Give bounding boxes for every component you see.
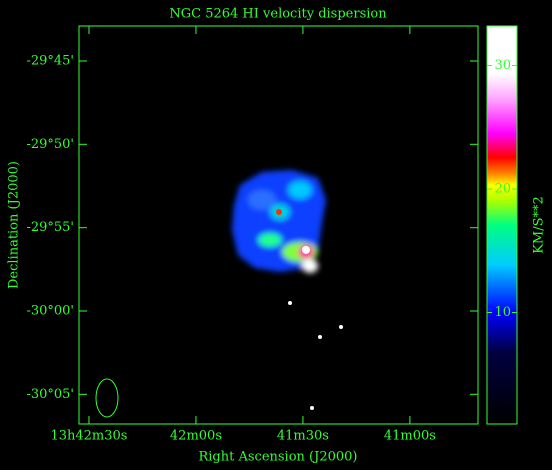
chart-title: NGC 5264 HI velocity dispersion [169,7,387,22]
y-tick-label: -29°55' [26,220,74,235]
galaxy-image [232,170,326,273]
x-tick-label: 13h42m30s [50,429,127,444]
y-tick-label: -30°05' [26,387,74,402]
speck [288,301,292,305]
colorbar-label: KM/S**2 [532,196,547,254]
peak [276,209,282,215]
x-tick-label: 41m30s [277,429,329,444]
beam [95,378,119,418]
plot-frame [78,25,479,425]
y-axis-label: Declination (J2000) [7,161,22,289]
x-axis-label: Right Ascension (J2000) [198,450,357,465]
speck [318,335,322,339]
y-tick-label: -29°45' [26,54,74,69]
colorbar-tick-label: 10 [494,305,511,320]
y-tick-label: -30°00' [26,304,74,319]
speck [339,325,343,329]
speck [310,406,314,410]
x-tick-label: 41m00s [384,429,436,444]
colorbar-tick-label: 30 [494,58,511,73]
peak [302,246,310,254]
y-tick-label: -29°50' [26,137,74,152]
colorbar [486,25,518,425]
x-tick-label: 42m00s [170,429,222,444]
colorbar-tick-label: 20 [494,182,511,197]
